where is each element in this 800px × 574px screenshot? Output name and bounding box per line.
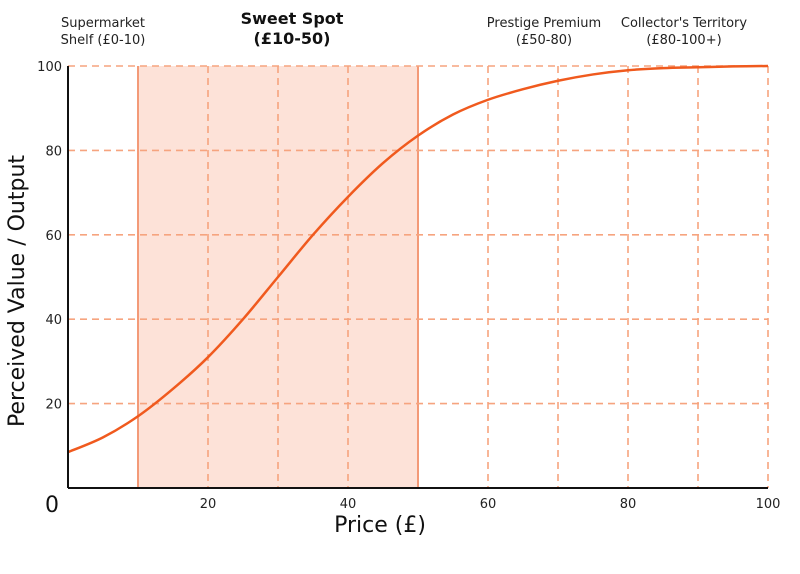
- zone-label-line: Collector's Territory: [621, 16, 747, 31]
- zone-label-layer: Supermarket Shelf (£0-10) Sweet Spot (£10-5…: [61, 9, 748, 48]
- zone-label: Supermarket Shelf (£0-10): [61, 16, 146, 48]
- x-tick-label: 60: [480, 497, 497, 512]
- x-tick-label: 80: [620, 497, 637, 512]
- zone-label: Collector's Territory (£80-100+): [621, 16, 747, 48]
- grid-layer: [68, 65, 769, 488]
- x-tick-label: 100: [756, 497, 781, 512]
- y-tick-label: 80: [45, 144, 62, 159]
- x-tick-label: 20: [200, 497, 217, 512]
- zone-label-line: (£50-80): [516, 33, 572, 48]
- x-axis-title: Price (£): [334, 513, 426, 538]
- x-tick-label: 40: [340, 497, 357, 512]
- zone-label: Prestige Premium (£50-80): [487, 16, 601, 48]
- zone-label-line: Supermarket: [61, 16, 145, 31]
- y-tick-label: 100: [37, 60, 62, 75]
- y-tick-label: 40: [45, 313, 62, 328]
- curve-layer: [67, 64, 769, 454]
- value-curve: [67, 64, 769, 454]
- tick-label-layer: 20 40 60 80 100 20 40 60 80 100: [37, 60, 780, 512]
- zone-label-line: Sweet Spot: [241, 9, 344, 28]
- zone-label-line: Prestige Premium: [487, 16, 601, 31]
- zone-label-line: Shelf (£0-10): [61, 33, 146, 48]
- y-axis-title: Perceived Value / Output: [5, 155, 30, 427]
- zone-label-line: (£10-50): [254, 29, 331, 48]
- y-tick-label: 20: [45, 398, 62, 413]
- axis-layer: [67, 66, 768, 489]
- zone-label-line: (£80-100+): [646, 33, 721, 48]
- y-tick-label: 60: [45, 229, 62, 244]
- origin-label: 0: [45, 493, 59, 518]
- zone-label: Sweet Spot (£10-50): [241, 9, 344, 48]
